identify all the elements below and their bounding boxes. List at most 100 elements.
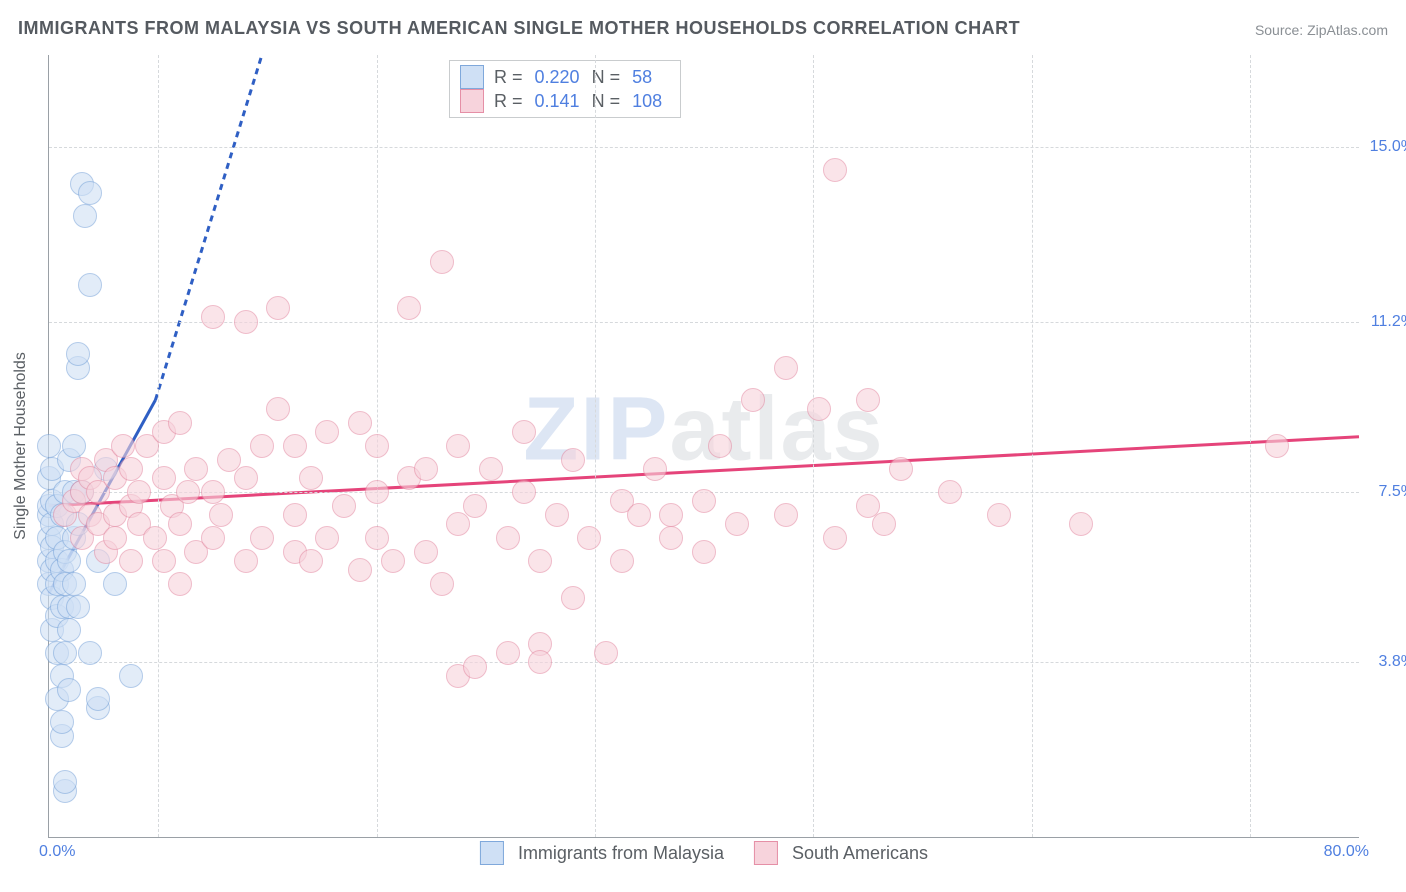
- data-point: [57, 618, 81, 642]
- data-point: [315, 526, 339, 550]
- data-point: [463, 494, 487, 518]
- data-point: [283, 434, 307, 458]
- data-point: [62, 572, 86, 596]
- data-point: [381, 549, 405, 573]
- data-point: [348, 411, 372, 435]
- data-point: [496, 641, 520, 665]
- data-point: [119, 664, 143, 688]
- data-point: [659, 503, 683, 527]
- data-point: [545, 503, 569, 527]
- data-point: [512, 420, 536, 444]
- data-point: [86, 687, 110, 711]
- data-point: [577, 526, 601, 550]
- data-point: [168, 411, 192, 435]
- data-point: [741, 388, 765, 412]
- gridline-vertical: [1250, 55, 1251, 837]
- data-point: [463, 655, 487, 679]
- data-point: [823, 158, 847, 182]
- data-point: [365, 434, 389, 458]
- legend-label: Immigrants from Malaysia: [518, 843, 724, 864]
- data-point: [708, 434, 732, 458]
- data-point: [234, 466, 258, 490]
- data-point: [111, 434, 135, 458]
- data-point: [234, 549, 258, 573]
- data-point: [57, 549, 81, 573]
- data-point: [889, 457, 913, 481]
- data-point: [872, 512, 896, 536]
- data-point: [53, 641, 77, 665]
- x-axis-min-label: 0.0%: [39, 843, 75, 861]
- data-point: [659, 526, 683, 550]
- data-point: [610, 549, 634, 573]
- data-point: [201, 305, 225, 329]
- data-point: [152, 466, 176, 490]
- y-tick-label: 7.5%: [1365, 483, 1406, 501]
- data-point: [201, 526, 225, 550]
- data-point: [66, 342, 90, 366]
- data-point: [414, 540, 438, 564]
- data-point: [365, 480, 389, 504]
- data-point: [774, 503, 798, 527]
- data-point: [512, 480, 536, 504]
- y-axis-label: Single Mother Households: [12, 352, 30, 540]
- data-point: [57, 678, 81, 702]
- legend-label: South Americans: [792, 843, 928, 864]
- data-point: [332, 494, 356, 518]
- series-legend: Immigrants from Malaysia South Americans: [480, 841, 928, 865]
- data-point: [856, 388, 880, 412]
- data-point: [725, 512, 749, 536]
- data-point: [119, 457, 143, 481]
- data-point: [397, 296, 421, 320]
- data-point: [528, 549, 552, 573]
- data-point: [774, 356, 798, 380]
- swatch-south-american-icon: [754, 841, 778, 865]
- y-tick-label: 11.2%: [1365, 313, 1406, 331]
- chart-title: IMMIGRANTS FROM MALAYSIA VS SOUTH AMERIC…: [18, 18, 1020, 39]
- data-point: [250, 434, 274, 458]
- data-point: [152, 549, 176, 573]
- scatter-plot-area: Single Mother Households ZIPatlas R =0.2…: [48, 55, 1359, 838]
- data-point: [1265, 434, 1289, 458]
- data-point: [119, 549, 143, 573]
- data-point: [692, 489, 716, 513]
- data-point: [201, 480, 225, 504]
- data-point: [365, 526, 389, 550]
- data-point: [414, 457, 438, 481]
- y-tick-label: 15.0%: [1365, 138, 1406, 156]
- data-point: [176, 480, 200, 504]
- gridline-horizontal: [49, 147, 1359, 148]
- data-point: [73, 204, 97, 228]
- data-point: [528, 650, 552, 674]
- data-point: [78, 641, 102, 665]
- data-point: [299, 466, 323, 490]
- data-point: [823, 526, 847, 550]
- data-point: [168, 572, 192, 596]
- source-label: Source: ZipAtlas.com: [1255, 22, 1388, 38]
- data-point: [209, 503, 233, 527]
- data-point: [78, 273, 102, 297]
- data-point: [561, 586, 585, 610]
- data-point: [446, 512, 470, 536]
- data-point: [283, 503, 307, 527]
- data-point: [987, 503, 1011, 527]
- x-axis-max-label: 80.0%: [1324, 843, 1369, 861]
- data-point: [315, 420, 339, 444]
- y-tick-label: 3.8%: [1365, 653, 1406, 671]
- data-point: [168, 512, 192, 536]
- data-point: [234, 310, 258, 334]
- data-point: [446, 434, 470, 458]
- data-point: [692, 540, 716, 564]
- data-point: [66, 595, 90, 619]
- data-point: [266, 397, 290, 421]
- data-point: [430, 572, 454, 596]
- data-point: [184, 457, 208, 481]
- data-point: [807, 397, 831, 421]
- data-point: [143, 526, 167, 550]
- data-point: [250, 526, 274, 550]
- data-point: [643, 457, 667, 481]
- gridline-vertical: [1032, 55, 1033, 837]
- gridline-vertical: [813, 55, 814, 837]
- data-point: [103, 572, 127, 596]
- data-point: [78, 181, 102, 205]
- data-point: [266, 296, 290, 320]
